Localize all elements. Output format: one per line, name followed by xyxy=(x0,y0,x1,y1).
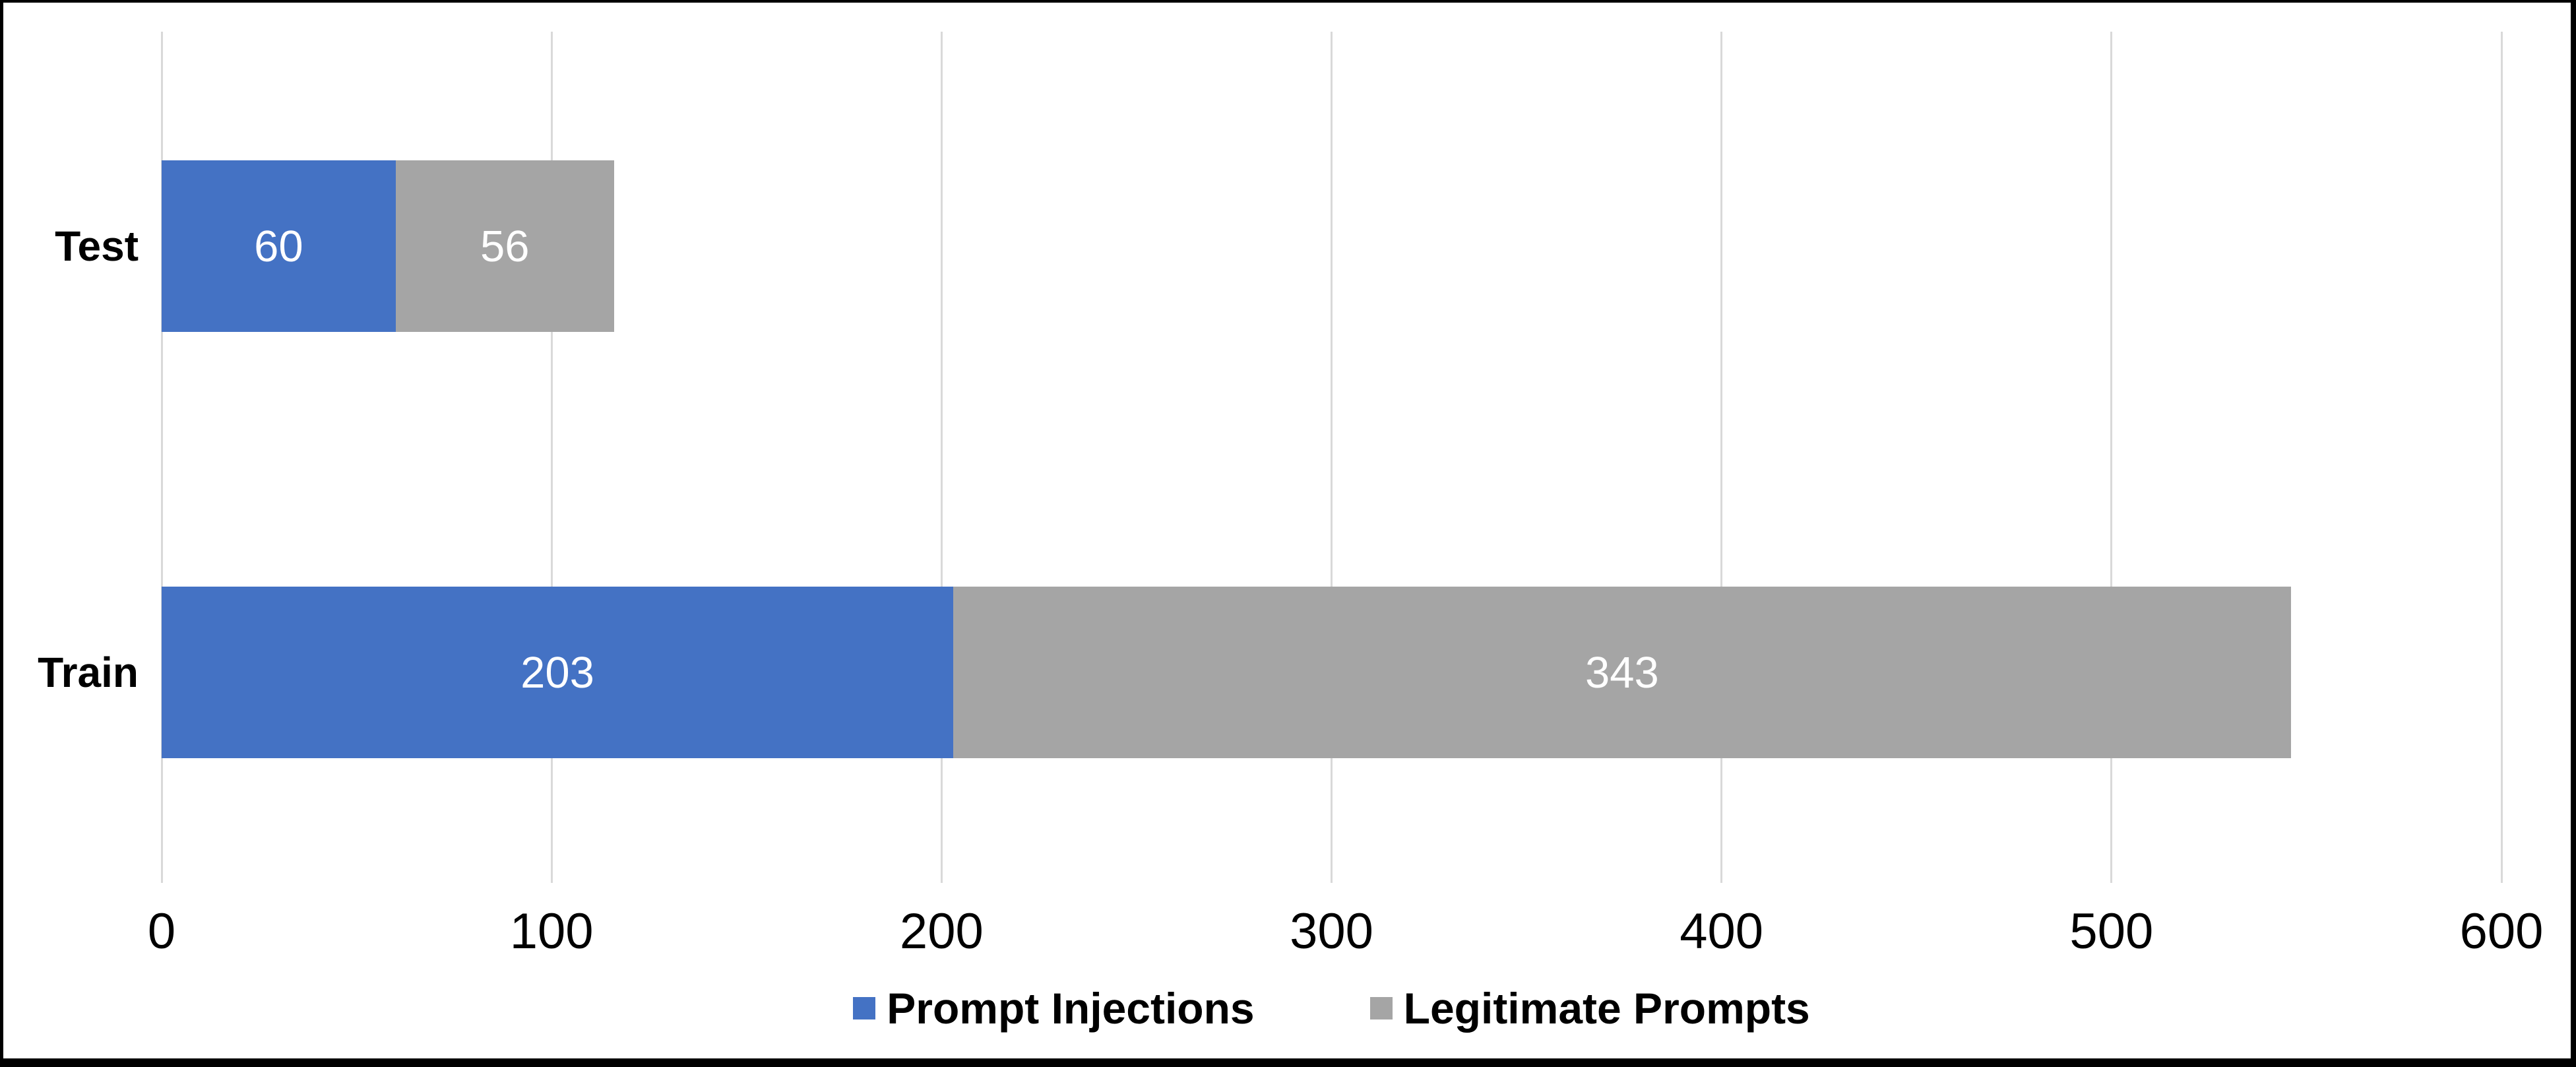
legend-item-prompt-injections: Prompt Injections xyxy=(853,984,1255,1033)
gridline-x-600 xyxy=(2500,32,2503,883)
gridline-x-300 xyxy=(1331,32,1333,883)
gridline-x-200 xyxy=(940,32,943,883)
data-label-train-prompt-injections: 203 xyxy=(520,647,594,697)
bar-segment-test-legitimate-prompts: 56 xyxy=(395,160,614,332)
data-label-test-prompt-injections: 60 xyxy=(254,221,303,271)
gridline-x-400 xyxy=(1720,32,1723,883)
x-tick-label-0: 0 xyxy=(147,903,176,959)
x-tick-label-500: 500 xyxy=(2069,903,2154,959)
chart-border-top xyxy=(0,0,2576,3)
bar-row-test: 60 56 xyxy=(162,160,2501,332)
gridline-x-0 xyxy=(160,32,163,883)
legend-label-legitimate-prompts: Legitimate Prompts xyxy=(1403,984,1810,1033)
chart-border-bottom xyxy=(0,1058,2576,1067)
bar-row-train: 203 343 xyxy=(162,587,2501,758)
y-axis-label-test: Test xyxy=(55,222,139,270)
bar-segment-test-prompt-injections: 60 xyxy=(162,160,396,332)
bar-segment-train-legitimate-prompts: 343 xyxy=(953,587,2291,758)
data-label-test-legitimate-prompts: 56 xyxy=(480,221,530,271)
legend-item-legitimate-prompts: Legitimate Prompts xyxy=(1369,984,1810,1033)
gridline-x-100 xyxy=(550,32,553,883)
x-tick-label-200: 200 xyxy=(899,903,984,959)
legend-label-prompt-injections: Prompt Injections xyxy=(887,984,1255,1033)
legend-swatch-icon-legitimate-prompts xyxy=(1369,997,1393,1019)
chart-legend: Prompt Injections Legitimate Prompts xyxy=(162,975,2501,1041)
bar-segment-train-prompt-injections: 203 xyxy=(162,587,954,758)
chart-border-left xyxy=(0,0,3,1067)
gridline-x-500 xyxy=(2110,32,2113,883)
y-axis-label-train: Train xyxy=(38,649,139,696)
legend-swatch-icon-prompt-injections xyxy=(853,997,876,1019)
chart-border-right xyxy=(2571,0,2576,1067)
x-tick-label-400: 400 xyxy=(1680,903,1764,959)
x-tick-label-100: 100 xyxy=(509,903,594,959)
x-tick-label-600: 600 xyxy=(2459,903,2544,959)
x-tick-label-300: 300 xyxy=(1290,903,1373,959)
data-label-train-legitimate-prompts: 343 xyxy=(1585,647,1659,697)
